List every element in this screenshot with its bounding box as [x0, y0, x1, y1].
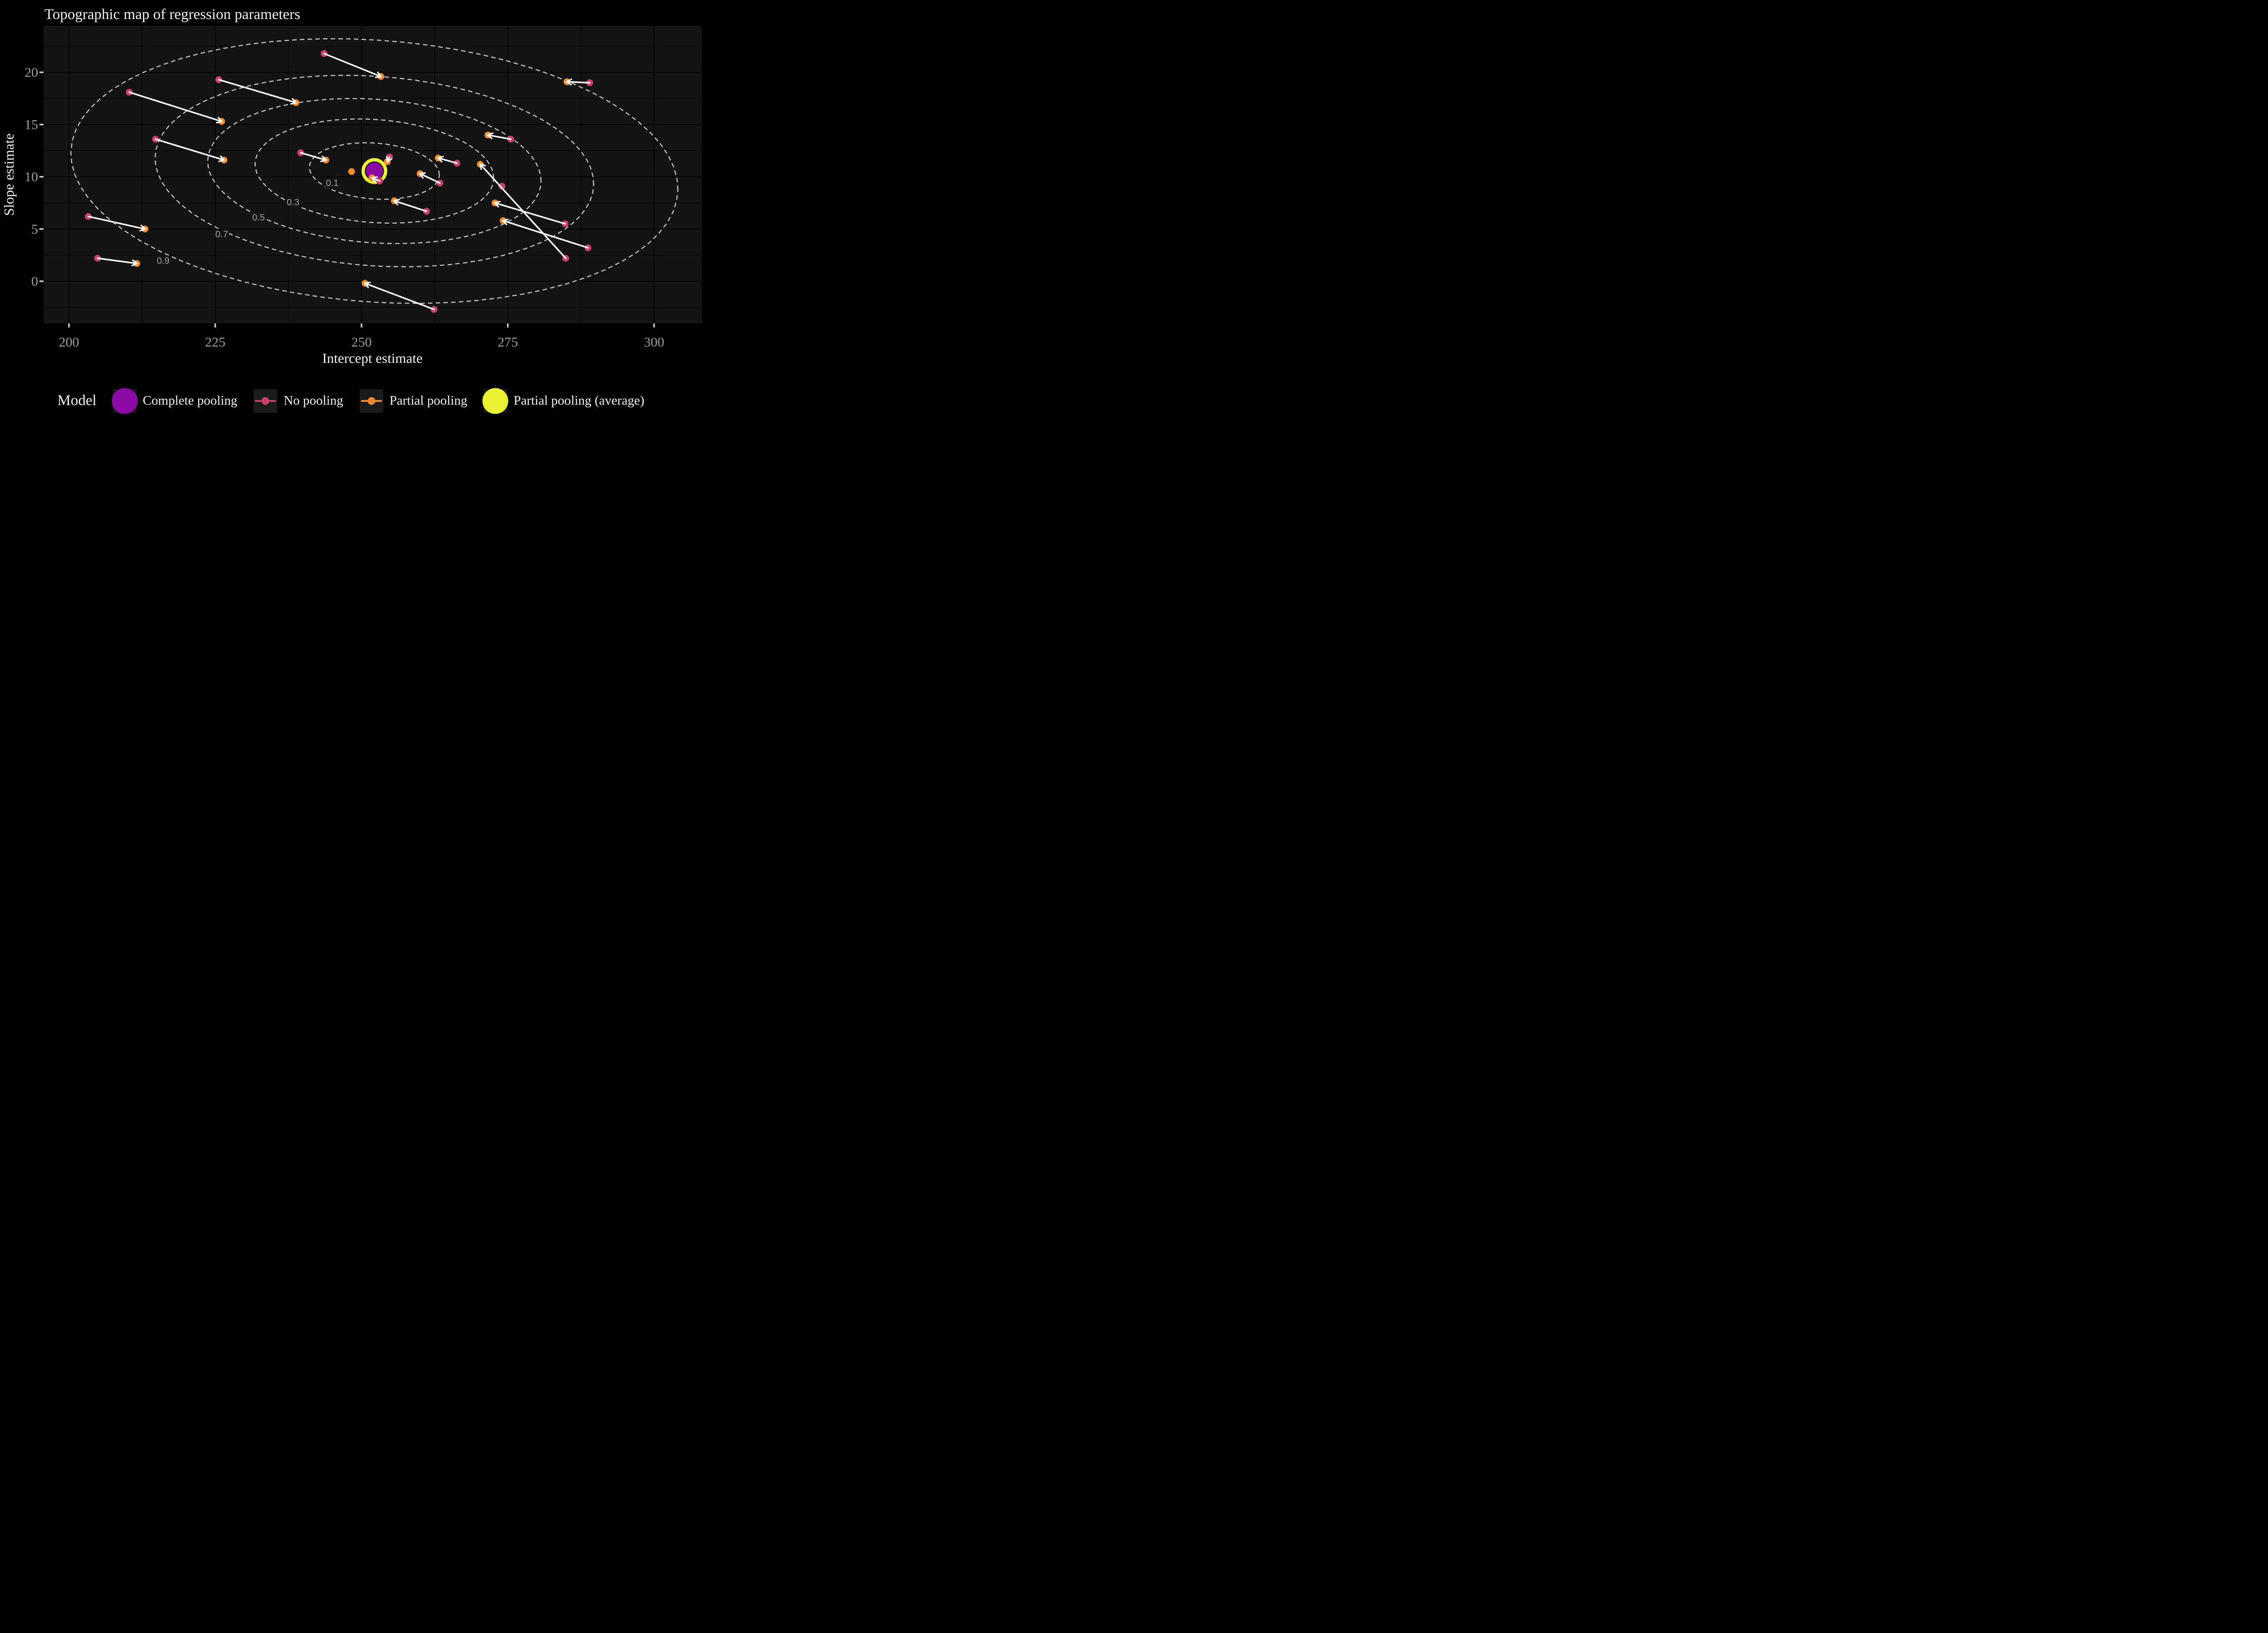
legend-dot-icon	[367, 397, 376, 405]
legend-key-dot-line	[254, 389, 278, 413]
shrinkage-arrow	[420, 174, 441, 184]
legend-key-big-dot	[482, 388, 508, 414]
x-tick-label: 200	[59, 335, 79, 350]
contour-label-0.5: 0.5	[252, 213, 265, 223]
y-tick-label: 10	[24, 170, 38, 185]
point-partial-pooling	[348, 168, 355, 175]
shrinkage-arrow	[323, 53, 381, 77]
contour-ellipse-0.9	[70, 38, 679, 304]
shrinkage-arrow	[97, 257, 137, 264]
y-tick-label: 15	[24, 117, 38, 132]
contour-ellipse-0.3	[254, 118, 494, 224]
legend-item-no-pooling: No pooling	[254, 389, 343, 413]
x-axis-title: Intercept estimate	[322, 350, 422, 366]
legend-dot-icon	[261, 397, 269, 405]
shrinkage-arrow	[387, 157, 390, 161]
shrinkage-arrow	[155, 138, 224, 160]
shrinkage-arrow	[567, 82, 591, 83]
point-no-pooling	[499, 182, 506, 190]
contour-ellipse-0.5	[207, 98, 542, 244]
legend-dot-icon	[482, 388, 508, 414]
shrinkage-arrow	[300, 152, 326, 160]
legend-item-partial-pooling: Partial pooling	[359, 389, 468, 413]
legend: Model Complete pooling No pooling Partial …	[0, 375, 702, 427]
shrinkage-arrow	[495, 203, 566, 225]
y-axis-title: Slope estimate	[1, 133, 17, 216]
shrinkage-arrow	[218, 78, 296, 103]
shrinkage-arrow	[394, 201, 427, 212]
y-tick-label: 20	[24, 65, 38, 80]
legend-item-label: Partial pooling	[389, 393, 468, 408]
x-tick-label: 225	[205, 335, 225, 350]
legend-item-complete-pooling: Complete pooling	[112, 388, 238, 414]
contour-label-0.1: 0.1	[326, 178, 339, 188]
shrinkage-arrow	[87, 215, 145, 229]
chart-title: Topographic map of regression parameters	[44, 6, 300, 23]
y-tick-label: 5	[31, 222, 38, 237]
shrinkage-arrow	[438, 158, 458, 164]
x-tick-label: 300	[644, 335, 664, 350]
legend-item-label: Complete pooling	[142, 393, 238, 408]
y-tick-label: 0	[31, 274, 38, 289]
regression-shrinkage-chart: 0.10.30.50.70.9 200 225 250 275 30005101520 …	[1, 6, 702, 366]
shrinkage-arrow	[372, 178, 381, 181]
contour-ellipse-0.7	[154, 74, 594, 268]
shrinkage-arrow	[503, 220, 589, 249]
legend-key-big-dot	[112, 388, 138, 414]
legend-item-label: No pooling	[284, 393, 343, 408]
legend-key-dot-line	[359, 389, 383, 413]
contour-label-0.7: 0.7	[215, 230, 228, 240]
x-tick-label: 250	[351, 335, 371, 350]
shrinkage-arrow	[128, 91, 222, 121]
shrinkage-arrow	[488, 135, 512, 140]
shrinkage-arrow	[365, 284, 435, 310]
legend-dot-icon	[112, 388, 138, 414]
x-tick-label: 275	[498, 335, 518, 350]
legend-item-label: Partial pooling (average)	[513, 393, 645, 408]
contour-label-0.3: 0.3	[287, 198, 299, 208]
legend-item-partial-pooling-average: Partial pooling (average)	[482, 388, 645, 414]
legend-title: Model	[57, 392, 97, 409]
contour-label-0.9: 0.9	[157, 256, 170, 266]
